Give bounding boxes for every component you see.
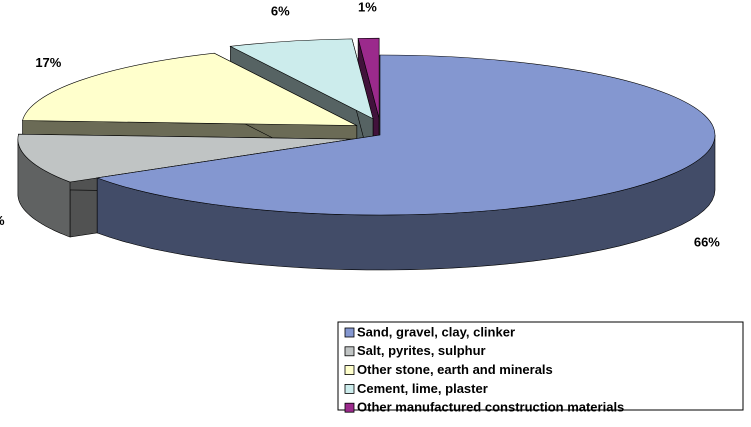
slice xyxy=(17,133,353,183)
value-label: 1% xyxy=(358,0,377,15)
value-label: 66% xyxy=(694,234,720,249)
legend-label: Salt, pyrites, sulphur xyxy=(357,343,486,358)
slice xyxy=(95,54,716,216)
slice xyxy=(22,52,357,126)
value-label: 17% xyxy=(35,55,61,70)
legend-label: Sand, gravel, clay, clinker xyxy=(357,324,515,339)
value-label: 10% xyxy=(0,213,5,228)
legend-swatch xyxy=(344,402,355,413)
legend-label: Other stone, earth and minerals xyxy=(357,362,553,377)
legend-swatch xyxy=(344,365,355,376)
legend-box xyxy=(337,321,744,411)
slice xyxy=(357,37,380,119)
value-label: 6% xyxy=(271,4,290,19)
legend-swatch xyxy=(344,383,355,394)
legend-swatch xyxy=(344,327,355,338)
legend-label: Cement, lime, plaster xyxy=(357,381,488,396)
slice xyxy=(229,38,374,120)
legend-label: Other manufactured construction material… xyxy=(357,400,624,415)
legend-swatch xyxy=(344,346,355,357)
